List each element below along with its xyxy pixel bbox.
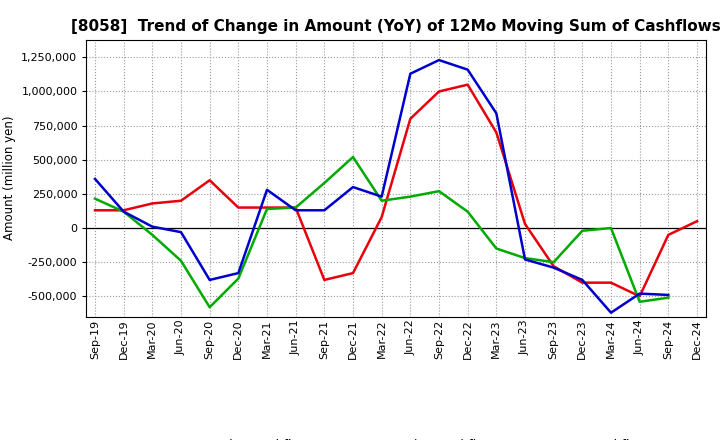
Operating Cashflow — [91, 208, 99, 213]
Operating Cashflow — [549, 264, 558, 269]
Investing Cashflow — [549, 260, 558, 265]
Free Cashflow — [348, 184, 357, 190]
Free Cashflow — [607, 310, 616, 315]
Free Cashflow — [91, 176, 99, 182]
Operating Cashflow — [464, 82, 472, 87]
Free Cashflow — [406, 71, 415, 77]
Investing Cashflow — [348, 154, 357, 160]
Free Cashflow — [263, 187, 271, 192]
Free Cashflow — [664, 292, 672, 297]
Investing Cashflow — [664, 295, 672, 301]
Free Cashflow — [578, 277, 587, 282]
Operating Cashflow — [320, 277, 328, 282]
Operating Cashflow — [348, 271, 357, 276]
Operating Cashflow — [664, 232, 672, 238]
Operating Cashflow — [263, 205, 271, 210]
Investing Cashflow — [635, 299, 644, 304]
Free Cashflow — [148, 224, 157, 229]
Investing Cashflow — [148, 232, 157, 238]
Free Cashflow — [377, 194, 386, 199]
Investing Cashflow — [176, 258, 185, 264]
Operating Cashflow — [607, 280, 616, 285]
Investing Cashflow — [120, 209, 128, 214]
Free Cashflow — [492, 111, 500, 116]
Free Cashflow — [234, 271, 243, 276]
Title: [8058]  Trend of Change in Amount (YoY) of 12Mo Moving Sum of Cashflows: [8058] Trend of Change in Amount (YoY) o… — [71, 19, 720, 34]
Investing Cashflow — [205, 304, 214, 310]
Investing Cashflow — [435, 188, 444, 194]
Operating Cashflow — [205, 178, 214, 183]
Operating Cashflow — [176, 198, 185, 203]
Free Cashflow — [120, 209, 128, 214]
Free Cashflow — [521, 257, 529, 262]
Y-axis label: Amount (million yen): Amount (million yen) — [3, 116, 16, 240]
Operating Cashflow — [234, 205, 243, 210]
Operating Cashflow — [406, 116, 415, 121]
Investing Cashflow — [578, 228, 587, 233]
Line: Investing Cashflow: Investing Cashflow — [95, 157, 668, 307]
Investing Cashflow — [234, 276, 243, 281]
Free Cashflow — [292, 208, 300, 213]
Investing Cashflow — [521, 256, 529, 261]
Free Cashflow — [205, 277, 214, 282]
Operating Cashflow — [578, 280, 587, 285]
Operating Cashflow — [120, 208, 128, 213]
Free Cashflow — [635, 291, 644, 296]
Operating Cashflow — [377, 214, 386, 220]
Operating Cashflow — [292, 205, 300, 210]
Free Cashflow — [176, 230, 185, 235]
Investing Cashflow — [320, 180, 328, 186]
Investing Cashflow — [91, 196, 99, 202]
Investing Cashflow — [406, 194, 415, 199]
Operating Cashflow — [521, 221, 529, 227]
Free Cashflow — [549, 265, 558, 270]
Free Cashflow — [464, 67, 472, 72]
Operating Cashflow — [635, 293, 644, 299]
Investing Cashflow — [492, 246, 500, 251]
Line: Free Cashflow: Free Cashflow — [95, 60, 668, 313]
Operating Cashflow — [492, 130, 500, 135]
Line: Operating Cashflow: Operating Cashflow — [95, 84, 697, 296]
Investing Cashflow — [607, 225, 616, 231]
Investing Cashflow — [377, 198, 386, 203]
Investing Cashflow — [292, 205, 300, 210]
Free Cashflow — [320, 208, 328, 213]
Operating Cashflow — [148, 201, 157, 206]
Operating Cashflow — [435, 89, 444, 94]
Operating Cashflow — [693, 219, 701, 224]
Free Cashflow — [435, 58, 444, 63]
Investing Cashflow — [263, 206, 271, 212]
Investing Cashflow — [464, 209, 472, 214]
